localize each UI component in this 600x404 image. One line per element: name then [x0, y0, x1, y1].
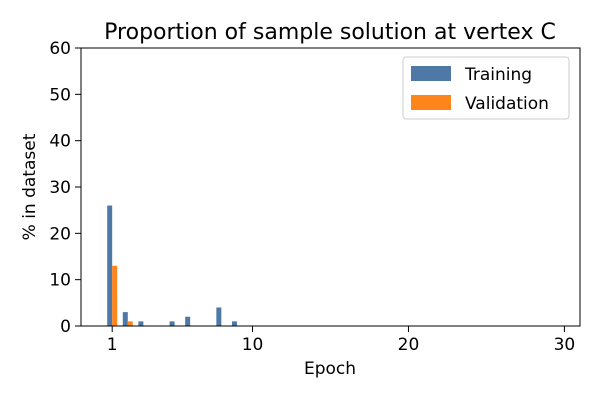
- legend-label-training: Training: [464, 65, 532, 85]
- x-tick-label: 10: [242, 335, 264, 355]
- bar-training-2: [138, 321, 144, 326]
- x-axis-label: Epoch: [304, 359, 356, 379]
- x-tick-label: 20: [398, 335, 420, 355]
- y-tick-label: 50: [49, 85, 71, 105]
- bars-group: [107, 205, 237, 326]
- y-ticks-group: 0 10 20 30 40 50 60: [49, 39, 81, 337]
- legend-swatch-validation: [411, 95, 451, 110]
- chart-title: Proportion of sample solution at vertex …: [104, 20, 556, 45]
- y-tick-label: 10: [49, 271, 71, 291]
- y-tick-label: 0: [60, 317, 71, 337]
- x-tick-label: 30: [554, 335, 576, 355]
- legend-label-validation: Validation: [465, 94, 549, 114]
- bar-validation-0: [112, 265, 118, 326]
- legend: Training Validation: [402, 56, 570, 120]
- y-tick-label: 60: [49, 39, 71, 59]
- bar-training-1: [122, 312, 128, 326]
- bar-training-6: [231, 321, 237, 326]
- bar-training-0: [107, 205, 113, 326]
- bar-training-5: [216, 307, 222, 326]
- y-tick-label: 20: [49, 224, 71, 244]
- y-tick-label: 30: [49, 178, 71, 198]
- bar-training-4: [185, 316, 191, 326]
- x-ticks-group: 1 10 20 30: [107, 326, 575, 355]
- legend-swatch-training: [411, 66, 451, 81]
- plot-frame: [80, 47, 581, 327]
- bar-training-3: [169, 321, 175, 326]
- x-tick-label: 1: [107, 335, 118, 355]
- bar-validation-1: [127, 321, 133, 326]
- y-tick-label: 40: [49, 132, 71, 152]
- y-axis-label: % in dataset: [20, 133, 40, 240]
